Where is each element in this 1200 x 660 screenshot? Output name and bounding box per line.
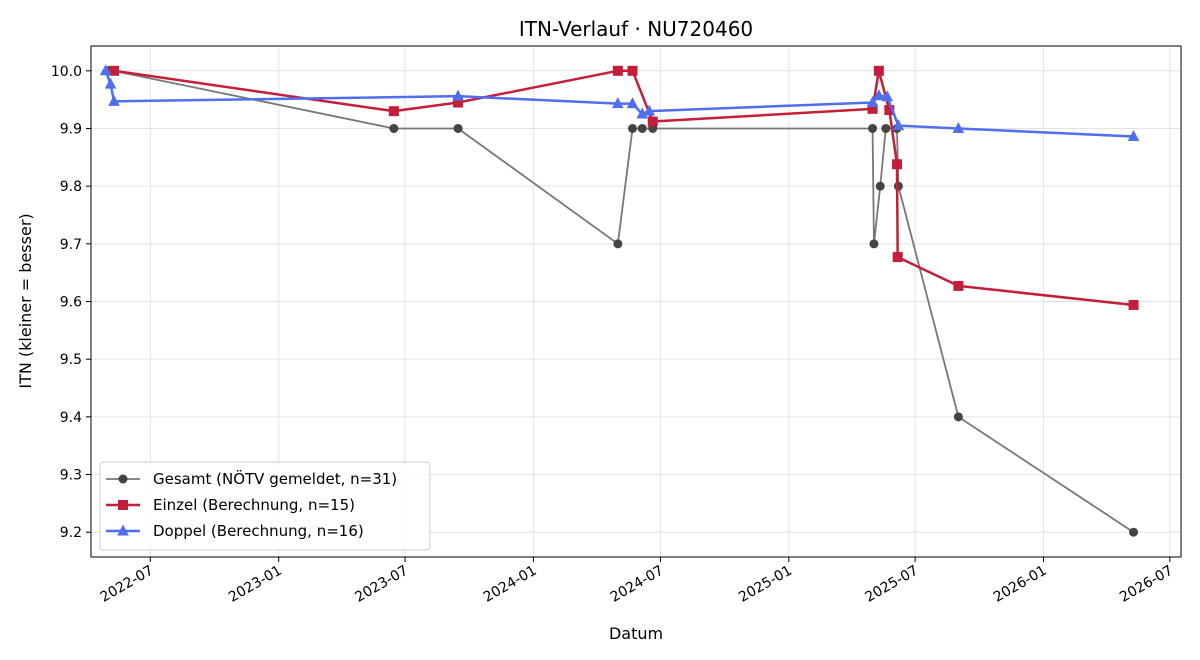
data-point-einzel — [109, 65, 120, 76]
y-tick-label: 9.4 — [60, 410, 82, 426]
data-point-einzel — [627, 65, 638, 76]
data-point-doppel — [636, 107, 649, 119]
legend-marker-einzel — [118, 500, 128, 510]
data-point-gesamt — [453, 123, 463, 133]
legend-box — [99, 461, 431, 551]
x-tick-label: 2024-07 — [608, 563, 667, 606]
data-point-doppel — [108, 94, 120, 106]
data-point-doppel — [873, 89, 885, 101]
data-point-doppel — [892, 119, 905, 131]
legend-label-einzel: Einzel (Berechnung, n=15) — [153, 496, 355, 514]
y-tick-label: 9.2 — [60, 525, 82, 541]
data-point-gesamt — [881, 123, 891, 133]
x-tick-label: 2023-07 — [352, 563, 411, 606]
series-einzel — [109, 65, 1139, 310]
data-point-gesamt — [869, 239, 879, 249]
data-point-einzel — [1128, 299, 1139, 310]
data-point-doppel — [643, 104, 656, 116]
plot-area — [99, 64, 1140, 537]
data-point-einzel — [873, 65, 884, 76]
data-point-einzel — [612, 65, 623, 76]
y-axis: 9.2 9.3 9.4 9.5 9.6 9.7 9.8 9.9 10.0 — [51, 64, 91, 541]
data-point-einzel — [647, 116, 658, 127]
x-tick-label: 2025-07 — [862, 563, 921, 606]
legend-label-gesamt: Gesamt (NÖTV gemeldet, n=31) — [153, 469, 397, 488]
data-point-doppel — [452, 89, 464, 101]
data-point-doppel — [1127, 130, 1140, 142]
data-point-doppel — [99, 64, 112, 76]
x-tick-label: 2022-07 — [98, 563, 157, 606]
data-point-gesamt — [628, 123, 638, 133]
data-point-gesamt — [389, 123, 399, 133]
data-point-gesamt — [875, 181, 885, 191]
data-point-gesamt — [868, 123, 878, 133]
y-tick-label: 10.0 — [51, 64, 82, 80]
y-axis-label: ITN (kleiner = besser) — [16, 213, 35, 388]
y-tick-label: 9.7 — [60, 237, 82, 253]
y-tick-label: 9.3 — [60, 468, 82, 484]
x-axis-label: Datum — [609, 624, 663, 643]
data-point-einzel — [884, 105, 895, 116]
grid — [91, 46, 1181, 557]
y-tick-label: 9.6 — [60, 295, 82, 311]
legend-marker-gesamt — [118, 474, 128, 484]
data-point-doppel — [881, 90, 894, 102]
y-tick-label: 9.9 — [60, 121, 82, 137]
data-point-einzel — [453, 97, 464, 108]
data-point-gesamt — [953, 412, 963, 422]
x-tick-label: 2026-01 — [991, 563, 1050, 606]
data-point-gesamt — [637, 123, 647, 133]
series-doppel — [99, 64, 1140, 142]
data-point-einzel — [953, 280, 964, 291]
data-point-doppel — [612, 97, 624, 109]
data-point-doppel — [104, 77, 117, 89]
x-tick-label: 2025-01 — [736, 563, 795, 606]
data-point-gesamt — [1129, 527, 1139, 537]
data-point-doppel — [952, 121, 965, 133]
data-point-einzel — [891, 159, 902, 170]
legend-label-doppel: Doppel (Berechnung, n=16) — [153, 522, 364, 540]
x-tick-label: 2024-01 — [481, 563, 540, 606]
data-point-doppel — [626, 97, 639, 109]
data-point-einzel — [892, 252, 903, 263]
x-tick-label: 2026-07 — [1117, 563, 1176, 606]
legend: Gesamt (NÖTV gemeldet, n=31) Einzel (Bere… — [99, 461, 431, 551]
chart-title: ITN-Verlauf · NU720460 — [519, 17, 753, 41]
x-tick-label: 2023-01 — [226, 563, 285, 606]
data-point-doppel — [866, 96, 879, 108]
y-tick-label: 9.8 — [60, 179, 82, 195]
data-point-einzel — [867, 103, 878, 114]
y-tick-label: 9.5 — [60, 352, 82, 368]
x-axis: 2022-07 2023-01 2023-07 2024-01 2024-07 2025-… — [98, 557, 1176, 606]
legend-marker-doppel — [117, 524, 129, 536]
data-point-einzel — [388, 106, 399, 117]
series-line-einzel — [113, 69, 1134, 307]
data-point-gesamt — [613, 239, 623, 249]
